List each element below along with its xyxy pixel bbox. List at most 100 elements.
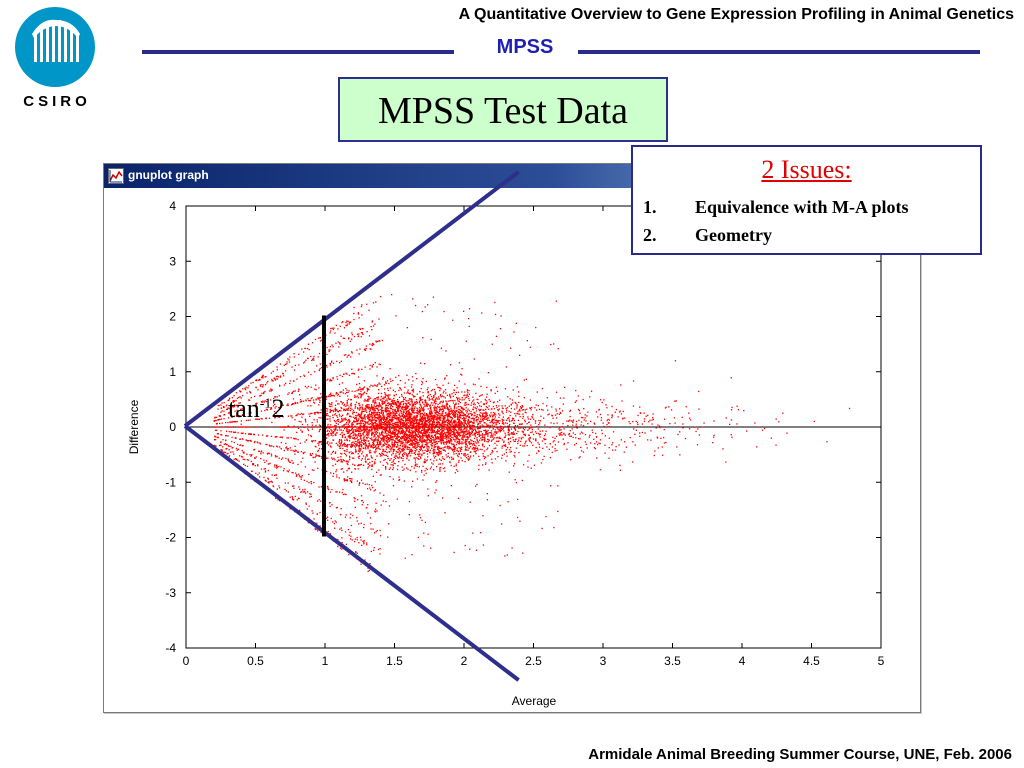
data-point [333,472,335,475]
data-point [416,393,418,395]
data-point [380,405,382,407]
data-point [334,407,336,409]
data-point [419,408,421,410]
data-point [356,445,358,447]
data-point [361,327,363,330]
x-tick-label: 1 [322,654,329,668]
data-point [328,405,331,407]
data-point [393,449,396,451]
data-point [403,437,405,440]
data-point [350,451,352,453]
data-point [433,429,435,431]
data-point [424,415,426,417]
data-point [353,373,355,375]
data-point [427,416,429,418]
data-point [470,410,472,413]
data-point [446,445,448,448]
data-point [220,404,222,406]
data-point [400,457,403,459]
data-point [365,345,367,347]
data-point [466,431,468,433]
data-point [336,474,338,476]
data-point [306,424,309,426]
data-point [373,547,375,549]
data-point [298,364,300,366]
data-point [415,471,417,473]
data-point [220,411,222,413]
data-point [287,448,289,450]
data-point [369,487,371,489]
x-tick-label: 3.5 [664,654,681,668]
data-point [426,453,429,455]
data-point [480,437,482,439]
data-point [303,400,305,402]
data-point [327,429,329,431]
data-point [292,462,295,464]
data-point [399,447,401,449]
data-point [462,439,464,441]
data-point [374,408,376,410]
data-point [392,409,394,411]
data-point [419,446,421,448]
data-point [346,439,348,442]
data-point [376,419,378,421]
data-point [341,420,344,422]
data-point [332,378,334,380]
data-point [295,438,297,440]
data-point [225,439,227,442]
data-point [473,402,475,404]
data-point [292,485,294,487]
data-point [453,443,455,445]
data-point [279,436,281,438]
data-point [394,408,396,411]
data-point [433,416,436,418]
data-point [439,467,441,469]
data-point [381,410,384,412]
data-point [339,544,341,546]
data-point [453,391,455,394]
data-point [267,380,269,383]
data-point [357,499,359,501]
data-point [359,437,362,439]
data-point [424,405,426,407]
data-point [330,327,332,330]
data-point [325,414,328,417]
data-point [302,489,304,491]
data-point [231,436,233,439]
data-point [356,389,358,392]
data-point [350,402,352,404]
data-point [413,467,415,469]
data-point [243,469,245,471]
data-point [468,397,470,400]
data-point [318,444,320,446]
data-point [287,425,289,427]
data-point [223,418,225,420]
data-point [409,429,411,431]
data-point [306,480,308,483]
data-point [438,432,440,435]
data-point [487,432,489,435]
presentation-title: A Quantitative Overview to Gene Expressi… [458,6,1014,23]
data-point [331,426,334,428]
data-point [424,399,427,401]
data-point [481,434,484,436]
data-point [465,444,468,446]
data-point [386,398,388,400]
data-point [348,467,350,470]
data-point [343,373,345,375]
data-point [352,426,354,428]
data-point [310,412,312,415]
data-point [305,399,307,401]
data-point [355,551,357,554]
data-point [397,439,399,442]
data-point [379,455,382,457]
data-point [363,540,365,542]
data-point [468,403,470,406]
data-point [407,391,409,393]
data-point [390,458,392,460]
data-point [329,533,331,535]
data-point [419,414,422,416]
data-point [371,411,373,413]
data-point [450,436,453,438]
data-point [361,504,363,506]
